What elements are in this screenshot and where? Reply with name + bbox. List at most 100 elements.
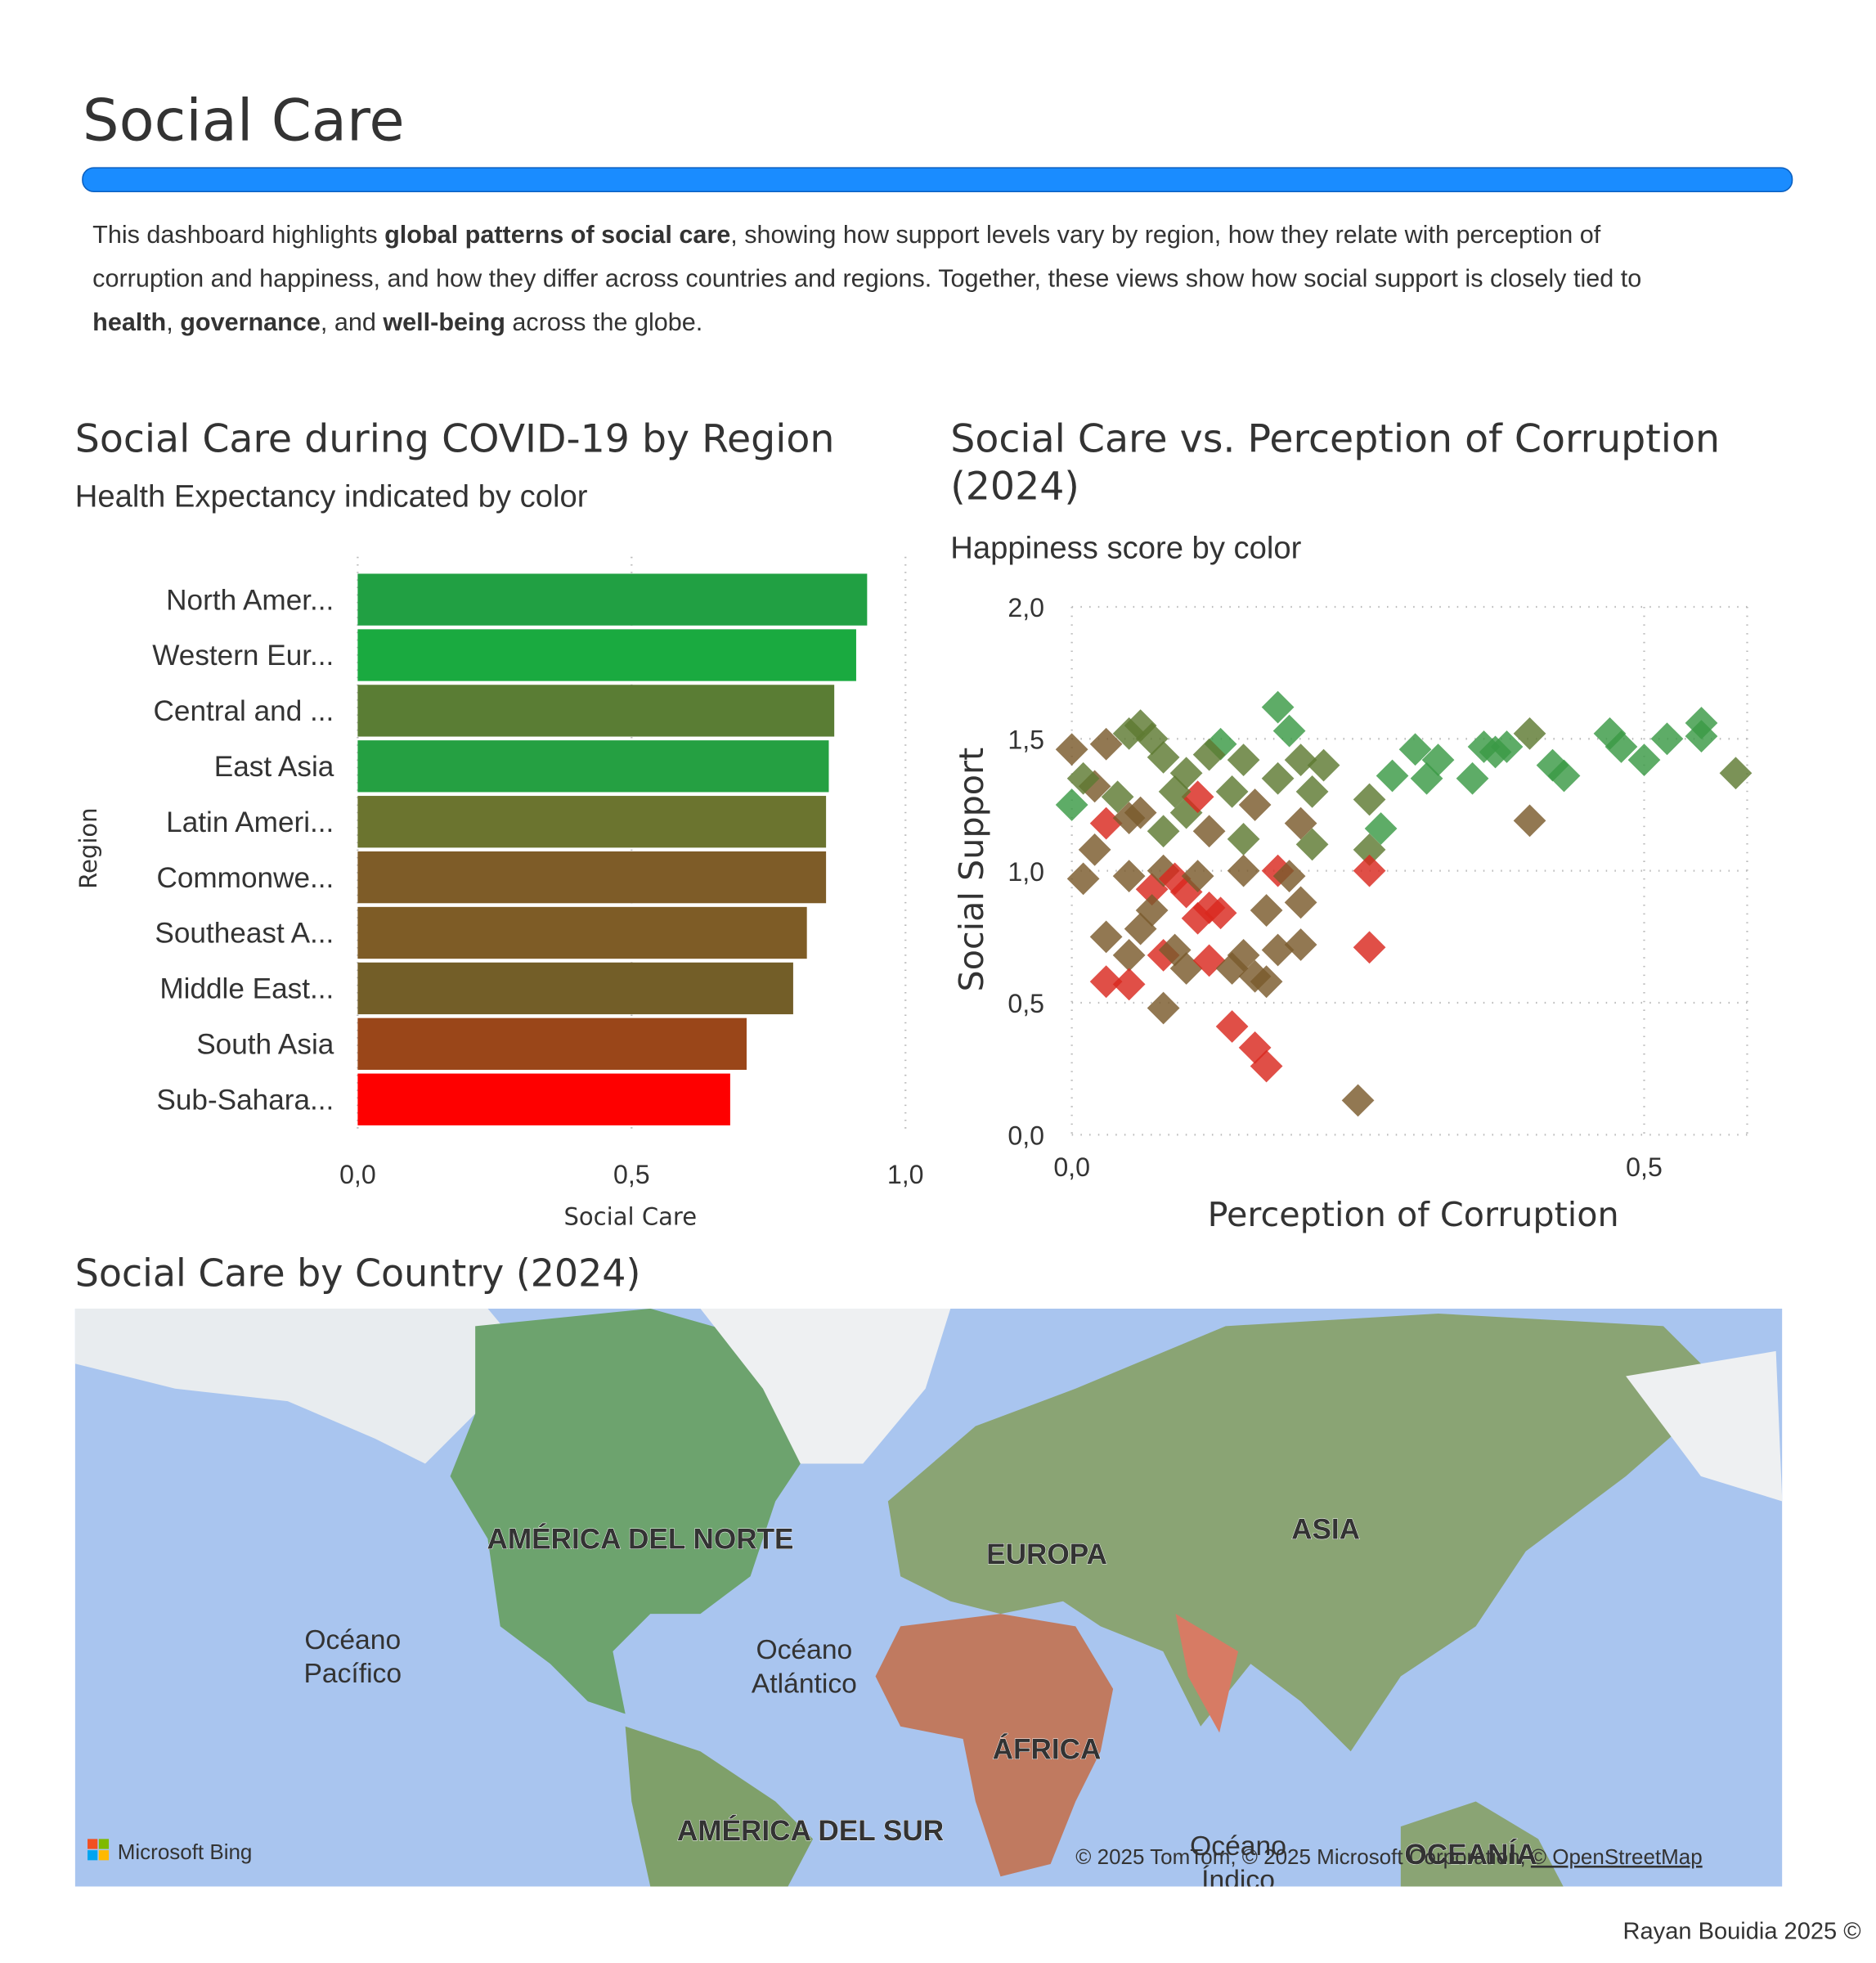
y-tick-label: 2,0 <box>1008 593 1044 622</box>
scatter-point <box>1261 761 1295 795</box>
scatter-point <box>1353 783 1386 816</box>
y-tick-label: 0,0 <box>1008 1121 1044 1151</box>
description-text: well-being <box>382 308 505 336</box>
y-tick-label: Sub-Sahara... <box>156 1084 334 1116</box>
map[interactable]: AMÉRICA DEL NORTE EUROPA ASIA ÁFRICA AMÉRICA… <box>74 1308 1783 1896</box>
scatter-point <box>1272 714 1306 748</box>
x-tick-label: 0,5 <box>613 1160 650 1189</box>
scatter-point <box>1513 804 1546 838</box>
scatter-point <box>1227 743 1260 777</box>
y-tick-label: East Asia <box>214 751 334 783</box>
scatter-point <box>1089 965 1123 999</box>
scatter-point <box>1227 854 1260 887</box>
description-text: , <box>166 308 180 336</box>
map-title: Social Care by Country (2024) <box>75 1251 641 1295</box>
scatter-point <box>1307 748 1340 782</box>
land-australia <box>1400 1801 1564 1887</box>
scatter-point <box>1456 761 1489 795</box>
scatter-point <box>1158 775 1192 808</box>
description-text: , showing how support levels vary by reg… <box>730 221 1601 249</box>
scatter-point <box>1410 761 1443 795</box>
scatter-point <box>1250 965 1283 999</box>
x-axis-label: Perception of Corruption <box>1208 1195 1619 1234</box>
scatter-point <box>1204 896 1237 930</box>
scatter-point <box>1055 788 1088 821</box>
description-text: health <box>92 308 166 336</box>
description-line: health, governance, and well-being acros… <box>92 308 702 336</box>
x-tick-label: 0,0 <box>339 1160 376 1189</box>
scatter-point <box>1181 780 1214 814</box>
description-text: across the globe. <box>505 308 702 336</box>
description: This dashboard highlights global pattern… <box>92 221 1641 336</box>
y-tick-label: South Asia <box>196 1029 334 1061</box>
chart-title: Social Care during COVID-19 by Region <box>75 416 835 461</box>
scatter-point <box>1261 933 1295 967</box>
chart-subtitle: Happiness score by color <box>950 530 1301 565</box>
continent-label: EUROPA <box>986 1539 1107 1570</box>
y-tick-label: 1,5 <box>1008 725 1044 755</box>
land-india <box>1175 1614 1239 1733</box>
land-alaska <box>74 1308 514 1464</box>
land-south-america <box>625 1726 814 1887</box>
scatter-point <box>1089 920 1123 954</box>
scatter-point <box>1353 854 1386 887</box>
scatter-point <box>1066 862 1100 896</box>
scatter-point <box>1112 968 1146 1001</box>
scatter-point <box>1364 812 1398 845</box>
ocean-label: Océano <box>756 1635 852 1665</box>
x-axis-label: Social Care <box>563 1202 697 1230</box>
x-tick-label: 0,5 <box>1626 1152 1663 1182</box>
continent-label: ASIA <box>1291 1513 1360 1545</box>
scatter-point <box>1055 733 1088 766</box>
scatter-point <box>1192 815 1226 848</box>
y-tick-label: Southeast A... <box>155 918 334 950</box>
scatter-point <box>1284 928 1317 961</box>
land-arctic <box>1626 1350 1783 1502</box>
scatter-point <box>1272 860 1306 892</box>
scatter-point <box>1341 1084 1375 1117</box>
bar <box>357 962 793 1015</box>
y-tick-label: 1,0 <box>1008 857 1044 887</box>
scatter-point <box>1192 738 1226 771</box>
scatter-point <box>1719 757 1753 790</box>
ocean-label: Océano <box>304 1625 401 1655</box>
page-title: Social Care <box>83 88 405 155</box>
x-tick-label: 0,0 <box>1053 1152 1090 1182</box>
scatter-point <box>1124 912 1157 946</box>
scatter-point <box>1112 860 1146 892</box>
continent-label: OCEANÍA <box>1404 1838 1537 1871</box>
map-attribution-link[interactable]: © OpenStreetMap <box>1531 1844 1703 1869</box>
scatter-point <box>1353 833 1386 866</box>
y-tick-label: 0,5 <box>1008 989 1044 1018</box>
ocean-label: Atlántico <box>752 1669 857 1699</box>
scatter-chart: Social Care vs. Perception of Corruption… <box>950 416 1753 1234</box>
scatter-point <box>1066 761 1100 795</box>
x-tick-label: 1,0 <box>887 1160 924 1189</box>
bar <box>357 906 807 959</box>
scatter-point <box>1112 939 1146 972</box>
scatter-point <box>1112 716 1146 750</box>
bar <box>357 629 856 681</box>
scatter-point <box>1284 806 1317 840</box>
scatter-point <box>1513 716 1546 750</box>
land-north-america <box>450 1308 826 1714</box>
bar <box>357 573 868 626</box>
land-greenland <box>700 1308 951 1464</box>
scatter-point <box>1284 886 1317 919</box>
logo-square <box>98 1839 110 1849</box>
chart-subtitle: Health Expectancy indicated by color <box>75 479 588 514</box>
title-bar <box>82 167 1793 192</box>
scatter-point <box>1215 775 1249 808</box>
scatter-point <box>1089 806 1123 840</box>
bar-chart: Social Care during COVID-19 by Region Hea… <box>74 416 924 1230</box>
y-tick-label: Latin Ameri... <box>166 806 334 838</box>
scatter-point <box>1627 743 1661 777</box>
bar <box>357 851 827 904</box>
ocean-label: Índico <box>1201 1866 1275 1896</box>
y-axis-label: Region <box>74 807 102 888</box>
scatter-point <box>1215 1010 1249 1043</box>
scatter-point <box>1295 828 1329 861</box>
bar <box>357 1017 747 1070</box>
ocean-label: Océano <box>1190 1831 1286 1862</box>
